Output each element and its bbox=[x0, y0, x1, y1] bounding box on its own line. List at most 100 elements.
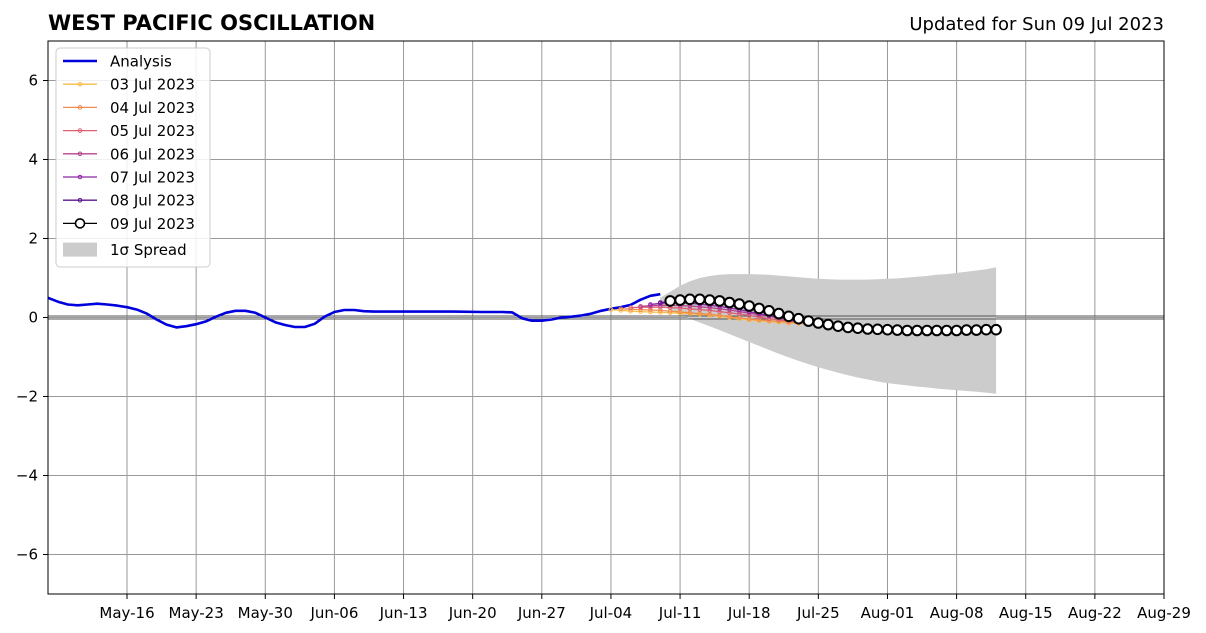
legend-entry: 08 Jul 2023 bbox=[63, 192, 195, 210]
forecast-point bbox=[980, 323, 993, 336]
forecast-point bbox=[931, 324, 943, 337]
x-tick-label: Aug-29 bbox=[1137, 604, 1191, 622]
forecast-point bbox=[911, 324, 923, 337]
zero-line bbox=[48, 315, 1164, 320]
forecast-point bbox=[861, 323, 874, 335]
forecast-point bbox=[697, 307, 703, 312]
forecast-point bbox=[733, 298, 746, 310]
chart-subtitle: Updated for Sun 09 Jul 2023 bbox=[909, 14, 1164, 35]
forecast-point bbox=[802, 315, 815, 327]
forecast-point bbox=[891, 324, 904, 336]
forecast-point bbox=[990, 323, 1002, 336]
forecast-point bbox=[707, 308, 713, 313]
x-tick-label: Jun-06 bbox=[309, 604, 358, 622]
x-tick-label: Jul-04 bbox=[589, 604, 633, 622]
legend-swatch-marker bbox=[77, 81, 83, 87]
y-tick-label: 4 bbox=[28, 151, 38, 169]
forecast-point bbox=[717, 309, 722, 314]
legend-label: 1σ Spread bbox=[110, 241, 187, 259]
legend-label: 05 Jul 2023 bbox=[110, 122, 195, 140]
forecast-point bbox=[763, 305, 775, 317]
forecast-line bbox=[620, 308, 819, 326]
legend-swatch-marker bbox=[77, 151, 83, 157]
legend-entry: 09 Jul 2023 bbox=[63, 215, 195, 233]
y-tick-label: 2 bbox=[28, 230, 38, 248]
forecast-point bbox=[674, 294, 686, 306]
x-tick-label: May-30 bbox=[238, 604, 293, 622]
legend-box bbox=[55, 47, 211, 268]
forecast-point bbox=[664, 295, 677, 307]
legend-label: 06 Jul 2023 bbox=[110, 145, 195, 163]
legend-entry: 05 Jul 2023 bbox=[63, 122, 195, 140]
forecast-point bbox=[842, 321, 854, 334]
forecast-point bbox=[753, 302, 765, 315]
forecast-point bbox=[703, 294, 716, 306]
legend-entry: 1σ Spread bbox=[63, 241, 187, 259]
legend: Analysis 03 Jul 2023 04 Jul 2023 05 Jul 202… bbox=[55, 47, 211, 268]
forecast-point bbox=[756, 317, 762, 323]
legend-swatch-spread bbox=[63, 242, 97, 257]
x-tick-label: Aug-15 bbox=[999, 604, 1053, 622]
y-tick-label: 6 bbox=[28, 72, 38, 90]
forecast-point bbox=[687, 306, 693, 312]
forecast-point bbox=[618, 306, 624, 312]
forecast-point bbox=[713, 295, 726, 307]
forecast-point bbox=[648, 302, 653, 307]
forecast-point bbox=[727, 310, 732, 316]
y-tick-label: 0 bbox=[28, 309, 38, 327]
legend-label: 08 Jul 2023 bbox=[110, 192, 195, 210]
forecast-point bbox=[852, 322, 864, 335]
x-tick-label: Jun-13 bbox=[379, 604, 428, 622]
legend-label: 03 Jul 2023 bbox=[110, 76, 195, 94]
x-tick-label: Jul-18 bbox=[727, 604, 771, 622]
legend-swatch-marker bbox=[77, 174, 83, 180]
x-tick-label: Jun-20 bbox=[448, 604, 497, 622]
forecast-point bbox=[743, 300, 756, 312]
legend-entry: 04 Jul 2023 bbox=[63, 99, 195, 117]
axis-ticks: May-16 May-23 May-30 Jun-06 Jun-13 Jun-20 Jun-… bbox=[16, 72, 1191, 623]
legend-entry: Analysis bbox=[63, 53, 172, 71]
x-tick-label: May-16 bbox=[99, 604, 154, 622]
forecast-point bbox=[881, 323, 894, 336]
forecast-point bbox=[694, 293, 706, 306]
forecast-point bbox=[921, 324, 933, 337]
x-tick-label: Jun-27 bbox=[517, 604, 566, 622]
analysis-series bbox=[47, 292, 661, 329]
forecast-point bbox=[970, 324, 983, 336]
forecast-point bbox=[648, 307, 653, 313]
analysis-line bbox=[47, 292, 661, 329]
forecast-point bbox=[618, 308, 624, 313]
forecast-point bbox=[901, 324, 914, 337]
forecast-point bbox=[871, 323, 884, 336]
spread-band bbox=[660, 267, 997, 394]
x-tick-label: Aug-08 bbox=[930, 604, 984, 622]
x-tick-label: Aug-22 bbox=[1068, 604, 1122, 622]
legend-entry: 03 Jul 2023 bbox=[63, 76, 195, 94]
forecast-point bbox=[960, 324, 973, 336]
legend-swatch-marker bbox=[77, 128, 83, 133]
forecast-point bbox=[950, 324, 963, 337]
legend-label: 07 Jul 2023 bbox=[110, 169, 195, 187]
forecast-point bbox=[723, 296, 736, 309]
forecast-point bbox=[608, 307, 614, 312]
legend-swatch-marker bbox=[77, 105, 83, 110]
y-tick-label: −6 bbox=[16, 546, 38, 564]
legend-label: 09 Jul 2023 bbox=[110, 215, 195, 233]
y-tick-label: −4 bbox=[16, 467, 38, 485]
x-tick-label: May-23 bbox=[169, 604, 224, 622]
spread-area bbox=[660, 267, 997, 394]
forecast-point bbox=[792, 312, 805, 325]
forecast-point bbox=[782, 310, 795, 323]
legend-entry: 07 Jul 2023 bbox=[63, 169, 195, 187]
y-tick-label: −2 bbox=[16, 388, 38, 406]
forecast-point bbox=[628, 305, 634, 310]
forecast-09-jul-2023 bbox=[664, 293, 1002, 337]
chart-title: WEST PACIFIC OSCILLATION bbox=[48, 11, 375, 35]
legend-label: 04 Jul 2023 bbox=[110, 99, 195, 117]
legend-entry: 06 Jul 2023 bbox=[63, 145, 195, 163]
forecast-point bbox=[638, 304, 643, 309]
forecast-point bbox=[812, 317, 825, 329]
forecast-point bbox=[822, 318, 835, 331]
x-tick-label: Jul-11 bbox=[658, 604, 702, 622]
